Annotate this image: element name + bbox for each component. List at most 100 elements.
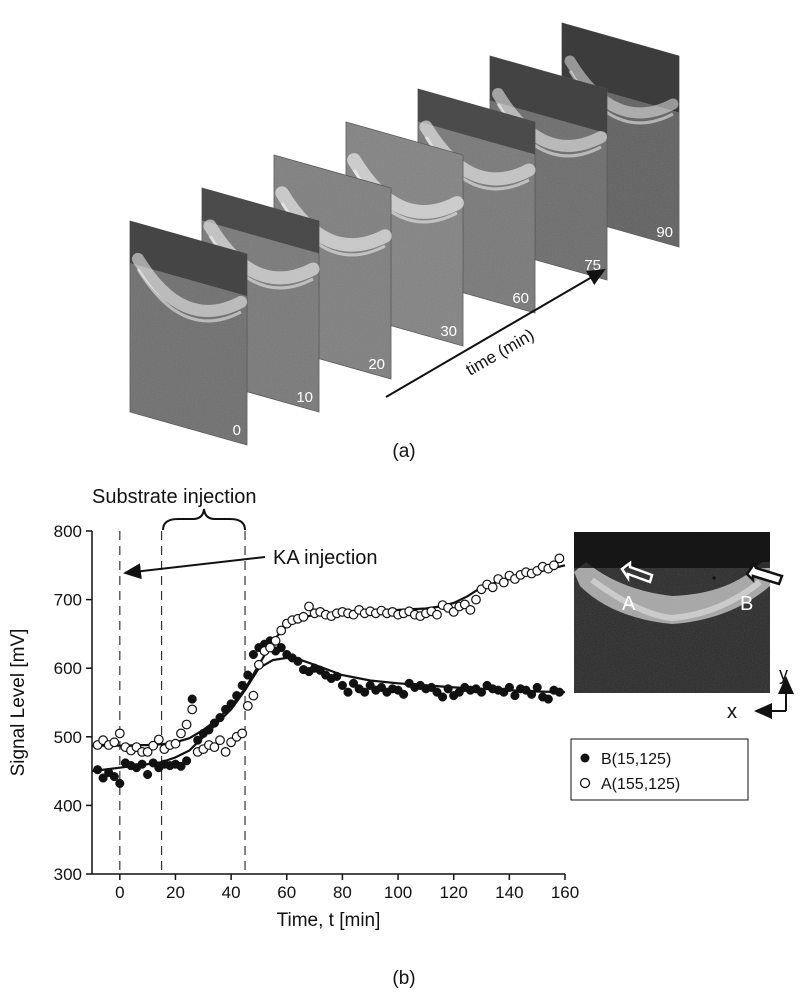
- data-point-b: [215, 713, 225, 723]
- data-point-b: [348, 678, 359, 688]
- y-tick-label: 700: [54, 591, 82, 610]
- x-tick-label: 100: [384, 883, 412, 902]
- data-point-a: [554, 553, 565, 564]
- legend-label-a: A(155,125): [601, 776, 680, 793]
- frame-time-label: 0: [233, 422, 241, 439]
- data-point-a: [498, 577, 509, 588]
- data-point-b: [476, 687, 487, 697]
- data-point-b: [176, 761, 186, 771]
- data-point-a: [170, 738, 181, 749]
- x-tick-label: 60: [277, 883, 296, 902]
- data-point-b: [243, 670, 253, 680]
- y-tick-label: 300: [54, 865, 82, 884]
- data-point-a: [142, 747, 153, 757]
- data-point-a: [220, 747, 231, 757]
- inset-image: A B: [574, 532, 784, 693]
- data-point-b: [232, 691, 242, 701]
- x-tick-label: 140: [495, 883, 523, 902]
- inset-marker-a-arrow-icon: [620, 560, 654, 584]
- x-tick-label: 160: [551, 883, 579, 902]
- data-point-b: [109, 772, 119, 782]
- panel-a-image-stack: 90 75 60 30 20 10 0: [129, 22, 680, 446]
- data-point-b: [248, 649, 258, 660]
- data-point-a: [215, 735, 225, 746]
- frame-time-label: 20: [368, 356, 385, 373]
- data-point-b: [504, 682, 514, 692]
- time-axis-label: time (min): [463, 325, 538, 379]
- data-point-a: [148, 740, 159, 751]
- data-point-a: [114, 728, 125, 739]
- data-point-a: [153, 734, 164, 745]
- ka-injection-arrow: [123, 556, 266, 580]
- legend-marker-a: [579, 777, 591, 789]
- data-point-a: [432, 609, 442, 620]
- x-tick-label: 20: [166, 883, 185, 902]
- fit-line: [91, 656, 566, 773]
- data-point-b: [187, 694, 197, 704]
- data-point-a: [270, 635, 281, 646]
- data-point-b: [527, 689, 537, 699]
- inset-axis-x-label: x: [727, 701, 737, 723]
- frame-time-label: 30: [440, 323, 457, 340]
- data-point-a: [181, 719, 192, 730]
- y-tick-label: 600: [54, 659, 82, 678]
- data-point-b: [438, 692, 448, 702]
- data-point-b: [193, 735, 203, 745]
- data-point-b: [93, 765, 103, 775]
- data-point-a: [465, 605, 476, 615]
- data-point-b: [137, 759, 147, 769]
- frame-time-label: 90: [656, 224, 673, 241]
- frame-time-label: 10: [296, 389, 313, 406]
- data-point-b: [182, 756, 192, 766]
- data-point-b: [143, 769, 153, 780]
- time-axis-arrow: [385, 268, 606, 398]
- data-point-b: [543, 694, 553, 704]
- data-point-a: [209, 742, 220, 752]
- data-point-a: [276, 625, 287, 636]
- data-point-a: [109, 737, 120, 748]
- data-point-b: [209, 718, 219, 728]
- data-point-a: [487, 582, 498, 593]
- data-point-b: [343, 687, 353, 697]
- data-point-b: [221, 704, 231, 714]
- fit-line: [92, 564, 566, 747]
- image-frame: 0: [129, 220, 248, 446]
- data-point-b: [532, 682, 542, 692]
- signal-level-chart: 300 400 500 600 700 800 0 20 40 60 80 100 120 140 160 T…: [8, 522, 579, 931]
- data-point-a: [304, 601, 314, 612]
- x-tick-label: 0: [115, 883, 124, 902]
- x-tick-label: 120: [440, 883, 468, 902]
- x-tick-label: 80: [333, 883, 352, 902]
- data-point-b: [115, 778, 125, 788]
- data-point-b: [204, 725, 214, 735]
- chart-legend: B(15,125) A(155,125): [570, 738, 749, 801]
- data-point-b: [399, 689, 409, 699]
- data-point-b: [510, 691, 520, 701]
- data-point-b: [276, 643, 286, 653]
- data-point-b: [98, 773, 108, 783]
- data-point-b: [337, 680, 347, 690]
- inset-axis-indicator: x y: [727, 664, 794, 723]
- data-point-a: [176, 728, 186, 739]
- data-point-a: [248, 690, 259, 701]
- frame-time-label: 75: [584, 257, 601, 274]
- substrate-injection-label: Substrate injection: [92, 486, 257, 508]
- y-tick-label: 800: [54, 522, 82, 541]
- data-point-b: [360, 687, 370, 697]
- ka-injection-label: KA injection: [273, 547, 378, 569]
- data-point-a: [237, 728, 248, 739]
- substrate-injection-brace: [162, 508, 246, 531]
- panel-a-label: (a): [392, 441, 415, 462]
- y-tick-label: 500: [54, 728, 82, 747]
- y-tick-label: 400: [54, 796, 82, 815]
- data-point-b: [226, 699, 236, 709]
- x-tick-label: 40: [222, 883, 241, 902]
- data-point-a: [187, 704, 198, 715]
- x-axis-label: Time, t [min]: [277, 910, 381, 931]
- inset-marker-a-label: A: [622, 593, 636, 615]
- data-point-b: [293, 656, 303, 666]
- data-point-b: [237, 680, 247, 690]
- inset-marker-b-label: B: [740, 593, 753, 615]
